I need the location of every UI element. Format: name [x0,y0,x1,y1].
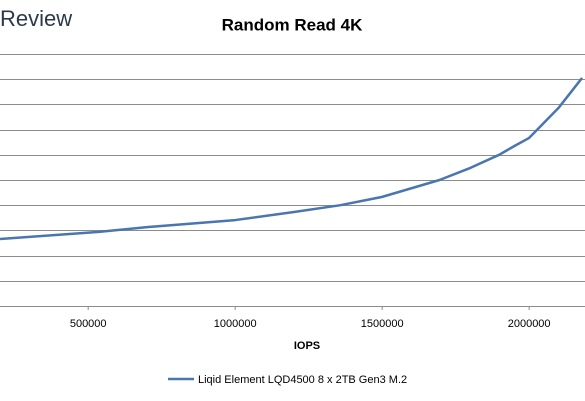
x-tick-label: 1500000 [361,318,404,330]
x-axis-label: IOPS [294,340,320,352]
data-line [0,77,584,241]
x-tick-label: 500000 [70,318,107,330]
x-tick-label: 2000000 [508,318,551,330]
legend-label: Liqid Element LQD4500 8 x 2TB Gen3 M.2 [198,374,407,386]
x-tick-label: 1000000 [214,318,257,330]
chart-title: Random Read 4K [222,15,363,34]
brand-logo: Review [0,6,72,31]
